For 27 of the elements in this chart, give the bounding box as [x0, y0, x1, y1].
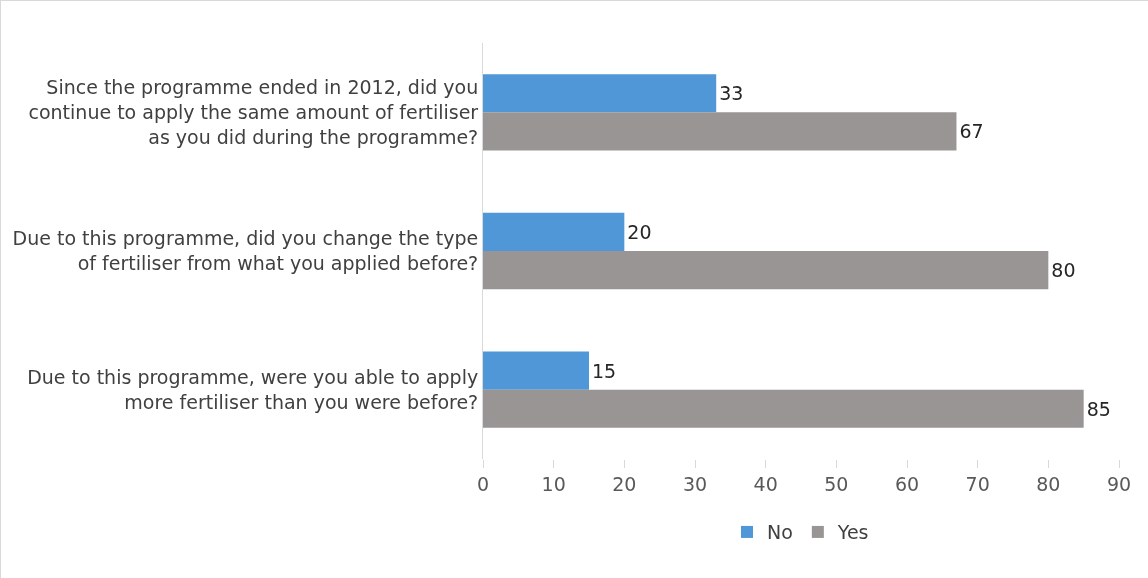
bar	[483, 74, 717, 113]
x-tick-label: 0	[476, 472, 490, 495]
x-tick-label: 10	[541, 472, 566, 495]
x-tick-label: 70	[965, 472, 990, 495]
bar	[483, 389, 1084, 428]
y-tick-label: Due to this programme, did you change the type of fertiliser from what you applied before?	[12, 227, 479, 274]
bar	[483, 112, 957, 151]
bar	[483, 351, 589, 390]
data-label: 33	[719, 82, 744, 105]
bar	[483, 212, 625, 251]
data-label: 20	[627, 220, 652, 243]
y-tick-label: Due to this programme, were you able to apply more fertiliser than you were before?	[27, 365, 479, 413]
data-label: 15	[592, 359, 617, 382]
x-tick-label: 40	[753, 472, 778, 495]
x-tick-label: 80	[1036, 472, 1061, 495]
x-tick-label: 60	[894, 472, 920, 495]
y-tick-label: Since the programme ended in 2012, did you continue to apply the same amount of fertiliser as you did during the programme?	[28, 76, 479, 148]
x-tick-label: 30	[682, 472, 708, 495]
data-label: 67	[959, 120, 984, 143]
data-label: 85	[1086, 397, 1111, 420]
legend-label: No	[767, 521, 793, 544]
bar	[483, 251, 1049, 290]
x-tick-label: 50	[824, 472, 849, 495]
x-tick-label: 20	[612, 472, 637, 495]
data-label: 80	[1051, 259, 1076, 282]
legend-label: Yes	[836, 521, 869, 544]
x-tick-label: 90	[1106, 472, 1132, 495]
